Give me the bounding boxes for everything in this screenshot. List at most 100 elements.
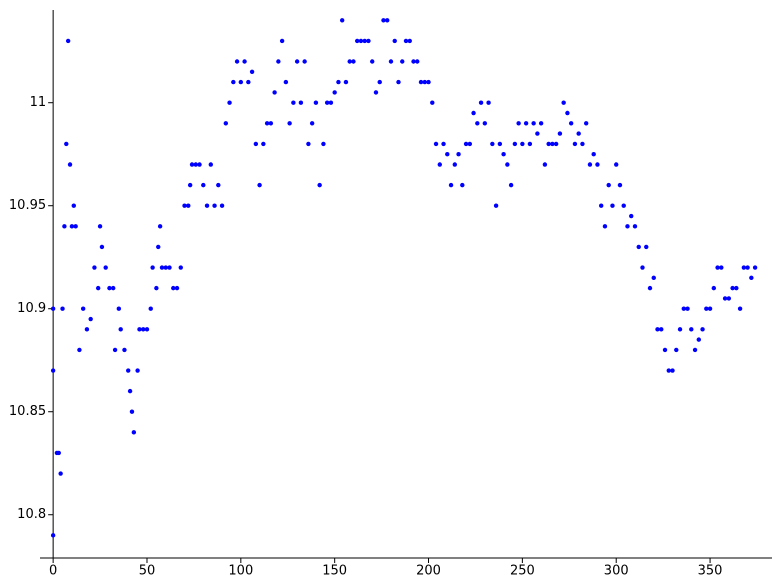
point — [212, 203, 217, 208]
point — [591, 152, 596, 157]
point — [441, 141, 446, 147]
point — [636, 244, 641, 250]
point — [700, 327, 705, 332]
point — [163, 265, 168, 270]
point — [50, 368, 56, 373]
point — [426, 79, 431, 85]
point — [370, 59, 375, 64]
point — [362, 38, 367, 44]
point — [234, 59, 240, 64]
point — [112, 347, 118, 353]
point — [294, 59, 300, 64]
point — [437, 162, 442, 167]
point — [381, 18, 386, 23]
point — [122, 347, 127, 353]
point — [430, 100, 435, 105]
point — [726, 296, 732, 301]
point — [651, 275, 656, 281]
point — [482, 121, 488, 126]
point — [144, 327, 150, 332]
point — [704, 306, 709, 311]
point — [197, 162, 202, 167]
point — [692, 347, 698, 353]
point — [309, 121, 315, 126]
point — [50, 306, 56, 311]
point — [411, 59, 416, 64]
point — [77, 347, 82, 353]
point — [351, 59, 356, 64]
point — [565, 110, 570, 116]
point — [141, 327, 146, 332]
point — [306, 141, 311, 147]
point — [542, 162, 548, 167]
point — [204, 203, 210, 208]
point — [50, 533, 56, 538]
point — [418, 79, 424, 85]
point — [242, 59, 247, 64]
y-tick-label: 10.95 — [9, 198, 46, 213]
point — [520, 141, 525, 147]
x-tick-label: 100 — [228, 564, 253, 579]
point — [677, 327, 683, 332]
point — [246, 79, 251, 85]
point — [666, 368, 671, 373]
point — [73, 224, 78, 229]
point — [670, 368, 675, 373]
point — [193, 162, 198, 167]
point — [317, 182, 322, 188]
point — [377, 79, 382, 85]
point — [283, 79, 289, 85]
point — [167, 265, 172, 270]
x-tick-label: 50 — [139, 564, 156, 579]
point — [392, 38, 397, 44]
point — [403, 38, 409, 44]
point — [662, 347, 668, 353]
point — [313, 100, 319, 105]
x-tick-label: 300 — [604, 564, 629, 579]
x-tick-label: 0 — [49, 564, 57, 579]
point — [302, 59, 307, 64]
point — [655, 327, 660, 332]
point — [154, 285, 159, 291]
point — [328, 100, 334, 105]
point — [126, 368, 131, 373]
point — [67, 162, 73, 167]
point — [516, 121, 521, 126]
y-tick-label: 11 — [30, 95, 47, 110]
point — [272, 90, 277, 95]
point — [208, 162, 213, 167]
point — [321, 141, 326, 147]
point — [505, 162, 510, 167]
point — [324, 100, 330, 105]
point — [696, 337, 701, 342]
point — [249, 69, 255, 75]
point — [88, 316, 93, 322]
point — [99, 244, 105, 250]
point — [178, 265, 183, 270]
point — [373, 90, 379, 95]
point — [737, 306, 743, 311]
point — [298, 100, 304, 105]
point — [621, 203, 626, 208]
point — [741, 265, 747, 270]
point — [452, 162, 457, 167]
point — [385, 18, 390, 23]
point — [576, 131, 581, 136]
point — [332, 90, 337, 95]
point — [568, 121, 574, 126]
point — [62, 224, 67, 229]
point — [159, 265, 165, 270]
point — [722, 296, 728, 301]
point — [561, 100, 566, 105]
point — [602, 224, 608, 229]
point — [111, 285, 116, 291]
point — [216, 182, 221, 188]
point — [595, 162, 600, 167]
point — [719, 265, 724, 270]
point — [264, 121, 270, 126]
point — [711, 285, 717, 291]
point — [174, 285, 180, 291]
point — [291, 100, 296, 105]
